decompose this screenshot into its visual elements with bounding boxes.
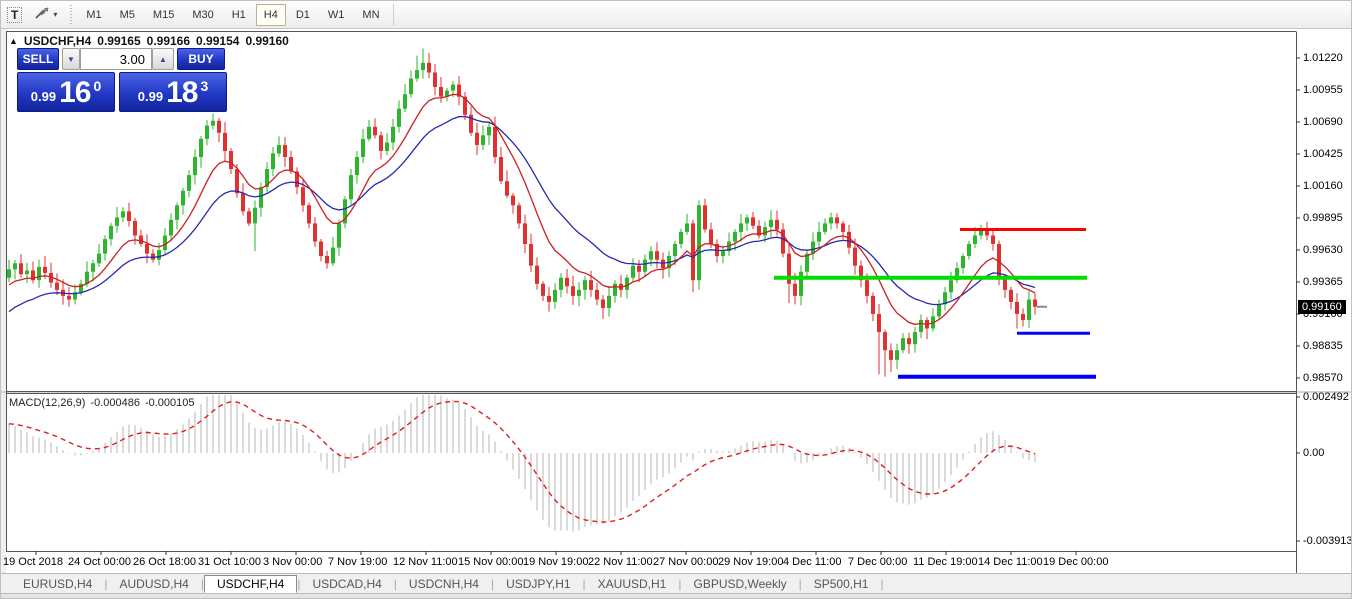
timeframe-button-h4[interactable]: H4	[255, 3, 286, 26]
tab-separator: |	[880, 576, 884, 591]
price-tick-label: 0.99365	[1303, 275, 1343, 288]
timeframe-button-h1[interactable]: H1	[224, 4, 254, 26]
macd-tick-label: 0.00	[1303, 447, 1325, 459]
buy-price-main: 0.99	[137, 89, 164, 104]
current-price-tag: 0.99160	[1298, 299, 1346, 314]
macd-tick-label: 0.002492	[1303, 391, 1349, 403]
tab-separator: |	[297, 576, 301, 591]
macd-signal-value: -0.000105	[144, 397, 195, 409]
timeframe-button-d1[interactable]: D1	[288, 4, 318, 26]
price-tick-label: 1.00160	[1303, 179, 1343, 192]
chart-tab-usdchf[interactable]: USDCHF,H4	[203, 575, 298, 593]
price-tick-label: 1.00425	[1303, 147, 1343, 160]
time-tick-label: 19 Oct 2018	[3, 556, 63, 568]
buy-price-point: 3	[200, 78, 209, 94]
buy-price-pips: 18	[166, 76, 198, 109]
macd-main-value: -0.000486	[90, 397, 140, 409]
time-tick-label: 31 Oct 10:00	[198, 556, 261, 568]
chart-tab-usdcnh[interactable]: USDCNH,H4	[408, 576, 479, 591]
toolbar: T ▾ M1 M5 M15 M30 H1 H4 D1 W1 MN	[1, 1, 1351, 29]
tab-separator: |	[104, 576, 108, 591]
time-tick-label: 3 Nov 00:00	[263, 556, 323, 568]
timeframe-button-m1[interactable]: M1	[78, 4, 109, 26]
chart-tab-xauusd[interactable]: XAUUSD,H1	[597, 576, 667, 591]
text-tool-button[interactable]: T	[2, 4, 27, 26]
chart-tab-audusd[interactable]: AUDUSD,H4	[119, 576, 189, 591]
triangle-down-icon: ▼	[67, 54, 75, 64]
price-tick-label: 0.99630	[1303, 243, 1343, 256]
timeframe-button-m15[interactable]: M15	[145, 4, 182, 26]
price-tick-label: 0.99895	[1303, 211, 1343, 224]
macd-indicator-label: MACD(12,26,9) -0.000486 -0.000105	[9, 397, 195, 409]
price-tick-label: 0.98835	[1303, 339, 1343, 352]
text-tool-icon: T	[7, 6, 23, 23]
timeframe-toolbar: M1 M5 M15 M30 H1 H4 D1 W1 MN	[77, 3, 388, 26]
volume-decrease-button[interactable]: ▼	[62, 48, 80, 70]
sell-price-point: 0	[93, 78, 102, 94]
status-bar	[1, 593, 1351, 598]
buy-price-button[interactable]: 0.99 18 3	[119, 72, 227, 112]
timeframe-button-mn[interactable]: MN	[354, 4, 387, 26]
chart-canvas[interactable]	[1, 29, 1352, 573]
time-tick-label: 29 Nov 19:00	[718, 556, 784, 568]
timeframe-button-w1[interactable]: W1	[320, 4, 353, 26]
time-tick-label: 4 Dec 11:00	[783, 556, 842, 568]
price-tick-label: 0.98570	[1303, 371, 1343, 384]
volume-increase-button[interactable]: ▲	[152, 48, 174, 70]
chart-tab-eurusd[interactable]: EURUSD,H4	[23, 576, 93, 591]
time-tick-label: 7 Dec 00:00	[848, 556, 908, 568]
tab-separator: |	[798, 576, 802, 591]
time-tick-label: 7 Nov 19:00	[328, 556, 388, 568]
buy-button[interactable]: BUY	[177, 48, 225, 70]
arrows-icon	[34, 6, 50, 23]
tab-separator: |	[393, 576, 397, 591]
time-tick-label: 15 Nov 00:00	[458, 556, 524, 568]
chart-symbol-period: USDCHF,H4	[23, 34, 92, 48]
price-tick-label: 1.00955	[1303, 83, 1343, 96]
time-tick-label: 11 Dec 19:00	[913, 556, 978, 568]
arrows-tool-button[interactable]: ▾	[29, 4, 62, 26]
volume-input[interactable]	[80, 48, 152, 70]
timeframe-button-m5[interactable]: M5	[112, 4, 143, 26]
bar-low: 0.99154	[196, 34, 240, 48]
tab-separator: |	[490, 576, 495, 591]
time-tick-label: 24 Oct 00:00	[68, 556, 131, 568]
time-tick-label: 19 Dec 00:00	[1043, 556, 1109, 568]
panel-collapse-icon[interactable]: ▲	[9, 36, 18, 46]
sell-price-button[interactable]: 0.99 16 0	[17, 72, 115, 112]
bar-high: 0.99166	[146, 34, 191, 48]
chart-tab-sp500[interactable]: SP500,H1	[813, 576, 869, 591]
time-tick-label: 27 Nov 00:00	[653, 556, 719, 568]
one-click-trading-panel: SELL ▼ ▲ BUY 0.99 16 0 0.99 18	[15, 48, 231, 112]
bar-close: 0.99160	[245, 34, 289, 48]
time-tick-label: 22 Nov 11:00	[588, 556, 653, 568]
tab-separator: |	[582, 576, 586, 591]
timeframe-button-m30[interactable]: M30	[184, 4, 221, 26]
time-tick-label: 26 Oct 18:00	[133, 556, 196, 568]
triangle-up-icon: ▲	[159, 54, 167, 64]
toolbar-separator	[392, 3, 394, 26]
tab-separator: |	[678, 576, 682, 591]
chart-tab-gbpusd[interactable]: GBPUSD,Weekly	[693, 576, 787, 591]
sell-price-pips: 16	[59, 76, 91, 109]
time-tick-label: 19 Nov 19:00	[523, 556, 589, 568]
chevron-down-icon: ▾	[53, 10, 58, 19]
price-tick-label: 1.00690	[1303, 115, 1343, 128]
price-tick-label: 1.01220	[1303, 52, 1343, 64]
macd-tick-label: -0.003913	[1303, 535, 1352, 547]
time-tick-label: 14 Dec 11:00	[978, 556, 1043, 568]
time-tick-label: 12 Nov 11:00	[393, 556, 458, 568]
sell-button[interactable]: SELL	[17, 48, 59, 70]
sell-price-main: 0.99	[30, 89, 57, 104]
bar-open: 0.99165	[97, 34, 141, 48]
chart-tab-usdjpy[interactable]: USDJPY,H1	[506, 576, 571, 591]
macd-name: MACD(12,26,9)	[9, 397, 86, 409]
tab-separator: |	[200, 576, 204, 591]
chart-header: ▲ USDCHF,H4 0.99165 0.99166 0.99154 0.99…	[9, 34, 289, 48]
chart-tabs: EURUSD,H4 | AUDUSD,H4 | USDCHF,H4 | USDCAD,H4 |…	[1, 573, 1351, 593]
chart-window[interactable]: 1.01220 1.00955 1.00690 1.00425 1.00160 0.998…	[1, 29, 1352, 573]
toolbar-grip[interactable]	[70, 4, 73, 25]
chart-tab-usdcad[interactable]: USDCAD,H4	[312, 576, 382, 591]
